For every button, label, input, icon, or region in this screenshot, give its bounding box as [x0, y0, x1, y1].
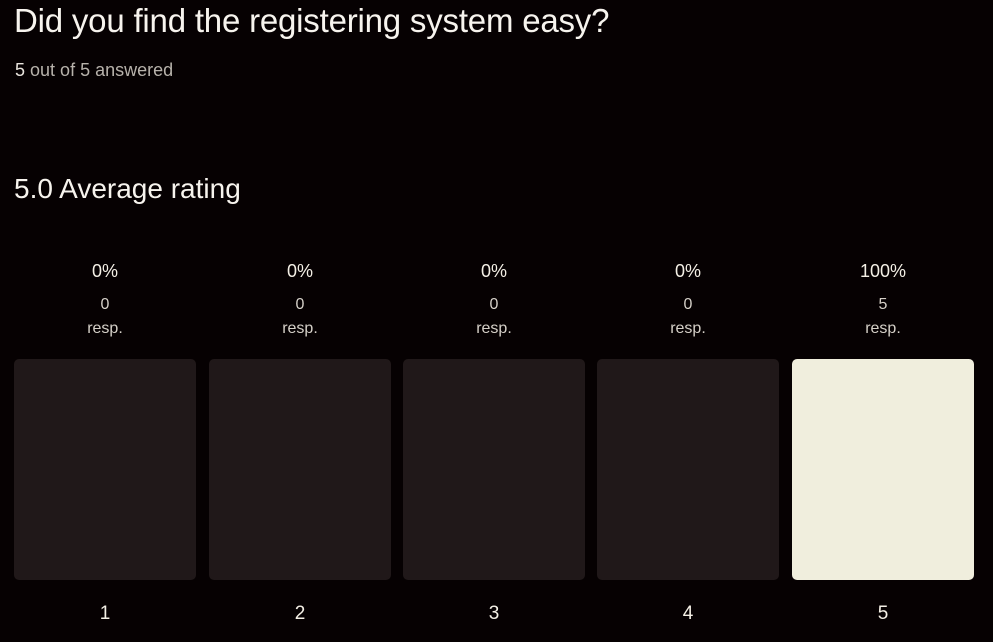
rating-1-scale-label: 1 [99, 603, 111, 624]
rating-5-bar [792, 359, 974, 580]
rating-5-response-label: resp. [865, 320, 901, 337]
rating-2-bar [209, 359, 391, 580]
rating-4-bar [597, 359, 779, 580]
rating-5-scale-label: 5 [877, 603, 889, 624]
rating-2-response-label: resp. [282, 320, 318, 337]
rating-4-percent: 0% [674, 261, 701, 281]
rating-4-scale-label: 4 [682, 603, 694, 624]
rating-4-response-label: resp. [670, 320, 706, 337]
rating-1-response-label: resp. [87, 320, 123, 337]
rating-3-percent: 0% [480, 261, 507, 281]
rating-3-bar [403, 359, 585, 580]
answered-summary: 5 out of 5 answered [15, 60, 173, 81]
question-title: Did you find the registering system easy… [14, 2, 610, 39]
rating-3-response-label: resp. [476, 320, 512, 337]
rating-5-percent: 100% [859, 261, 907, 281]
rating-3-response-count: 0 [489, 296, 499, 313]
rating-2-scale-label: 2 [294, 603, 306, 624]
rating-1-percent: 0% [91, 261, 118, 281]
rating-2-percent: 0% [286, 261, 313, 281]
rating-2-response-count: 0 [295, 296, 305, 313]
answered-count: 5 [15, 60, 26, 80]
rating-1-bar [14, 359, 196, 580]
rating-1-response-count: 0 [100, 296, 110, 313]
rating-5-response-count: 5 [878, 296, 888, 313]
average-rating: 5.0 Average rating [14, 173, 241, 204]
rating-3-scale-label: 3 [488, 603, 500, 624]
rating-4-response-count: 0 [683, 296, 693, 313]
answered-suffix: out of 5 answered [30, 60, 174, 80]
